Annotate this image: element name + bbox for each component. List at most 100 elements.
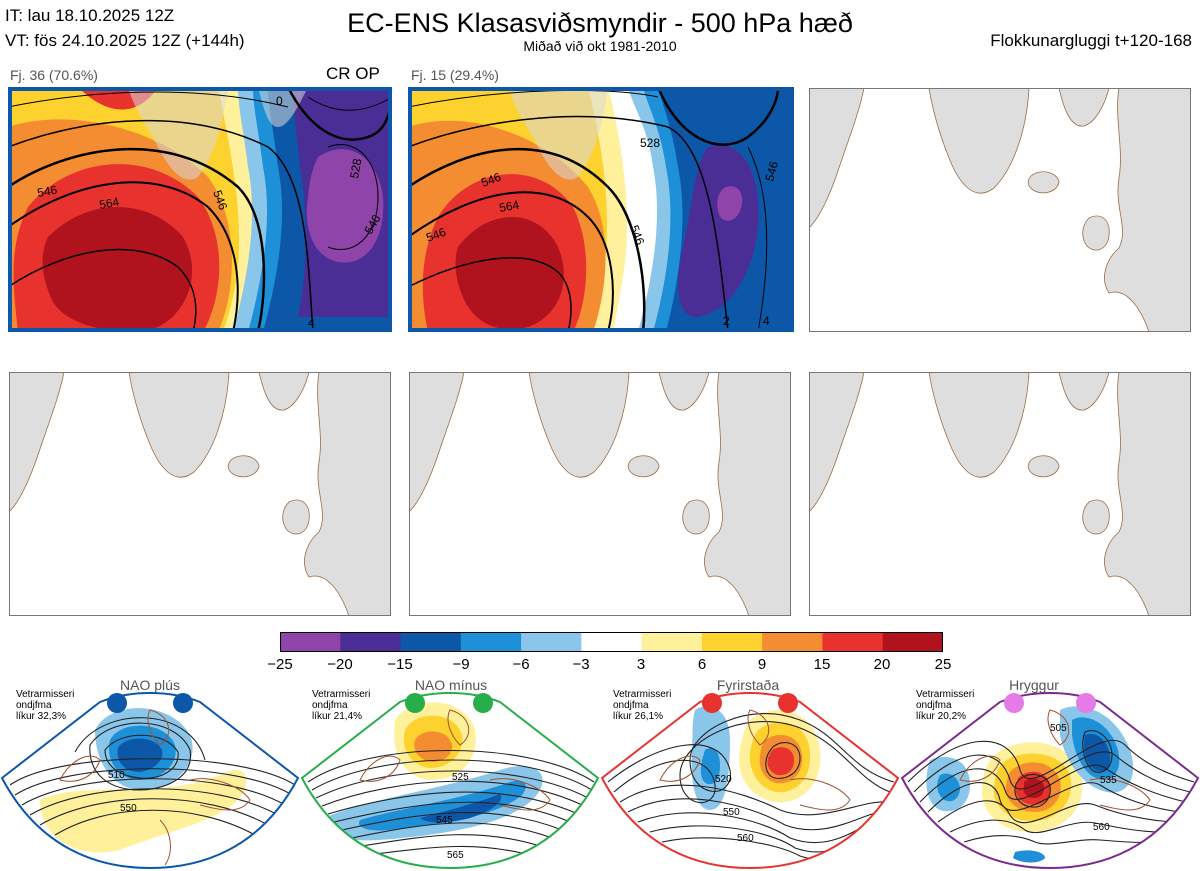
regime-4-note: ondjfma [916, 700, 952, 711]
empty-map-panel [809, 88, 1191, 332]
contour-label: 546 [36, 183, 58, 200]
colorbar-segment [822, 632, 884, 652]
colorbar-segment [882, 632, 943, 652]
regime-blocking-map[interactable]: 520 550 560 [600, 690, 902, 870]
contour-label: 546 [762, 159, 781, 182]
initial-time: IT: lau 18.10.2025 12Z [5, 6, 175, 25]
panel-1-label: Fj. 36 (70.6%) [10, 67, 98, 83]
colorbar-tick: 9 [757, 656, 767, 673]
land-shape [1058, 372, 1110, 411]
contour-label: 565 [447, 850, 464, 861]
colorbar-tick: −15 [387, 656, 413, 673]
regime-1-probability: líkur 32,3% [16, 711, 67, 722]
colorbar-segment [280, 632, 341, 652]
colorbar-tick: −6 [512, 656, 530, 673]
land-shape [809, 372, 865, 513]
regime-1-title: NAO plús [120, 677, 180, 693]
colorbar-tick: 6 [697, 656, 707, 673]
regime-2-note: ondjfma [312, 700, 348, 711]
colorbar-segment [521, 632, 582, 652]
land-shape [409, 372, 465, 513]
page-subtitle: Miðað við okt 1981-2010 [523, 38, 677, 54]
land-shape [128, 372, 230, 478]
colorbar-segment [460, 632, 522, 652]
valid-time: VT: fös 24.10.2025 12Z (+144h) [5, 31, 245, 50]
regime-1-note: Vetrarmisseri [16, 689, 75, 700]
contour-label: 546 [479, 170, 503, 190]
land-shape [928, 372, 1030, 478]
regime-1-note: ondjfma [16, 700, 52, 711]
colorbar-segment [641, 632, 703, 652]
land-shape [1058, 88, 1110, 127]
empty-map-panel [9, 372, 391, 616]
colorbar-segment [762, 632, 823, 652]
regime-2-probability: líkur 21,4% [312, 711, 363, 722]
colorbar-tick: −3 [572, 656, 590, 673]
cluster-panel-2[interactable]: 546 546 564 528 546 546 2 4 [408, 87, 794, 332]
contour-label: 510 [108, 770, 125, 781]
colorbar [280, 632, 943, 652]
land-shape [627, 455, 660, 478]
contour-label: 560 [1093, 822, 1110, 833]
contour-label: 0 [276, 94, 283, 108]
regime-4-probability: líkur 20,2% [916, 711, 967, 722]
land-shape [658, 372, 710, 411]
land-shape [1104, 88, 1191, 332]
land-shape [9, 372, 65, 513]
contour-label: 4 [763, 314, 770, 328]
contour-label: 4 [308, 316, 315, 330]
land-shape [1082, 215, 1110, 251]
colorbar-tick: 15 [813, 656, 831, 673]
colorbar-segment [400, 632, 462, 652]
cluster-panel-1[interactable]: 546 564 546 0 528 546 4 [8, 87, 392, 332]
panel-1-tag: CR OP [326, 64, 380, 83]
colorbar-tick: 25 [934, 656, 952, 673]
contour-label: 535 [1100, 775, 1117, 786]
contour-label: 528 [640, 136, 660, 150]
land-shape [282, 499, 310, 535]
colorbar-tick: −9 [452, 656, 470, 673]
regime-3-probability: líkur 26,1% [613, 711, 664, 722]
colorbar-tick: −25 [267, 656, 293, 673]
contour-label: 546 [210, 188, 230, 212]
empty-map-panel [809, 372, 1191, 616]
land-shape [928, 88, 1030, 194]
contour-label: 550 [723, 807, 740, 818]
cluster-window: Flokkunargluggi t+120-168 [990, 31, 1192, 50]
page-title: EC-ENS Klasasviðsmyndir - 500 hPa hæð [347, 8, 853, 38]
regime-nao-minus-map[interactable]: 525 545 565 [300, 690, 602, 870]
regime-4-title: Hryggur [1009, 677, 1059, 693]
land-shape [704, 372, 791, 616]
contour-label: 560 [737, 833, 754, 844]
contour-label: 545 [436, 815, 453, 826]
land-shape [1104, 372, 1191, 616]
contour-label: 520 [715, 774, 732, 785]
regime-4-note: Vetrarmisseri [916, 689, 975, 700]
regime-4-dots [1004, 693, 1096, 713]
colorbar-tick: 3 [636, 656, 646, 673]
colorbar-segment [581, 632, 643, 652]
regime-2-note: Vetrarmisseri [312, 689, 371, 700]
regime-ridge-map[interactable]: 505 535 560 [900, 690, 1200, 870]
contour-label: 528 [347, 157, 364, 179]
regime-2-dots [405, 693, 493, 713]
contour-label: 505 [1050, 723, 1067, 734]
regime-nao-plus-map[interactable]: 510 550 [0, 690, 302, 870]
land-shape [227, 455, 260, 478]
contour-label: 2 [723, 314, 730, 328]
contour-label: 564 [98, 195, 120, 212]
regime-3-title: Fyrirstaða [716, 677, 780, 693]
colorbar-segment [340, 632, 402, 652]
empty-map-panel [409, 372, 791, 616]
colorbar-segment [701, 632, 763, 652]
panel-2-label: Fj. 15 (29.4%) [411, 67, 499, 83]
regime-3-note: Vetrarmisseri [613, 689, 672, 700]
colorbar-tick: 20 [873, 656, 891, 673]
land-shape [682, 499, 710, 535]
regime-3-note: ondjfma [613, 700, 649, 711]
regime-1-dots [107, 693, 193, 713]
contour-label: 525 [452, 772, 469, 783]
land-shape [258, 372, 310, 411]
land-shape [304, 372, 391, 616]
regime-2-title: NAO mínus [414, 677, 488, 693]
